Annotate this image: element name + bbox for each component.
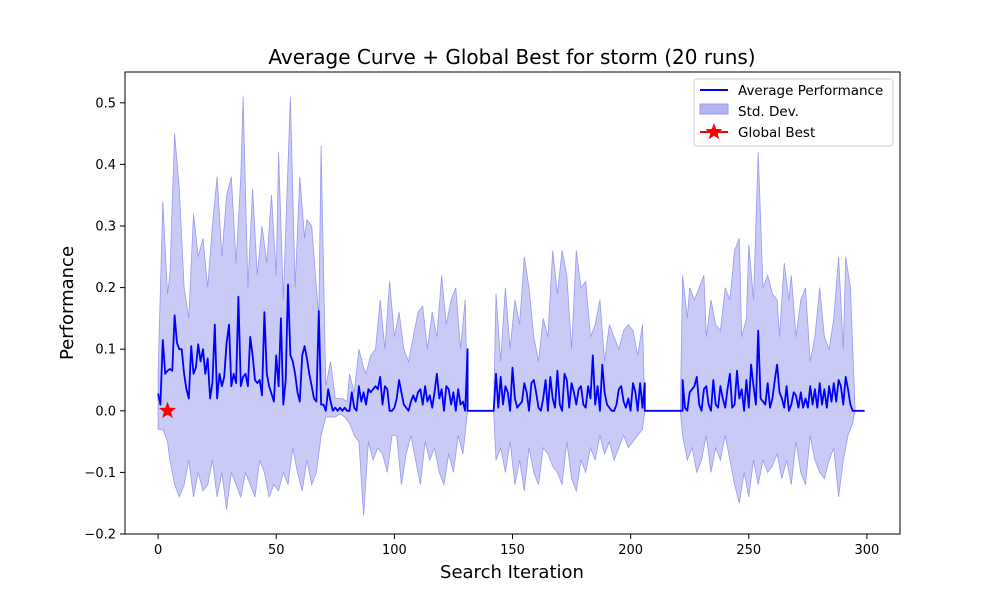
y-tick-label: 0.4 xyxy=(95,158,116,173)
y-tick-label: −0.2 xyxy=(84,528,116,543)
y-axis-label: Performance xyxy=(57,246,78,360)
legend-label-global-best: Global Best xyxy=(738,125,815,141)
x-tick-label: 250 xyxy=(736,543,761,558)
y-tick-label: 0.5 xyxy=(95,96,116,111)
y-tick-label: −0.1 xyxy=(84,466,116,481)
y-axis-ticks: −0.2 −0.1 0.0 0.1 0.2 0.3 0.4 0.5 xyxy=(84,96,125,543)
x-tick-label: 200 xyxy=(618,543,643,558)
chart-title: Average Curve + Global Best for storm (2… xyxy=(268,45,755,69)
x-tick-label: 50 xyxy=(268,543,285,558)
x-tick-label: 0 xyxy=(154,543,162,558)
average-performance-line xyxy=(157,283,865,412)
global-best-marker xyxy=(159,401,177,419)
y-tick-label: 0.0 xyxy=(95,404,116,419)
x-axis-ticks: 0 50 100 150 200 250 300 xyxy=(154,534,879,558)
legend-label-average: Average Performance xyxy=(738,83,883,99)
legend-swatch-stddev xyxy=(699,103,729,115)
x-tick-label: 150 xyxy=(500,543,525,558)
y-tick-label: 0.1 xyxy=(95,343,116,358)
y-tick-label: 0.3 xyxy=(95,220,116,235)
x-axis-label: Search Iteration xyxy=(440,562,584,583)
x-tick-label: 100 xyxy=(382,543,407,558)
legend-box xyxy=(693,78,894,147)
plot-area xyxy=(157,96,865,516)
legend-swatch-global-best-star-icon xyxy=(705,123,723,140)
y-tick-label: 0.2 xyxy=(95,281,116,296)
legend: Average Performance Std. Dev. Global Bes… xyxy=(693,78,894,147)
legend-label-stddev: Std. Dev. xyxy=(738,104,799,120)
x-tick-label: 300 xyxy=(855,543,880,558)
